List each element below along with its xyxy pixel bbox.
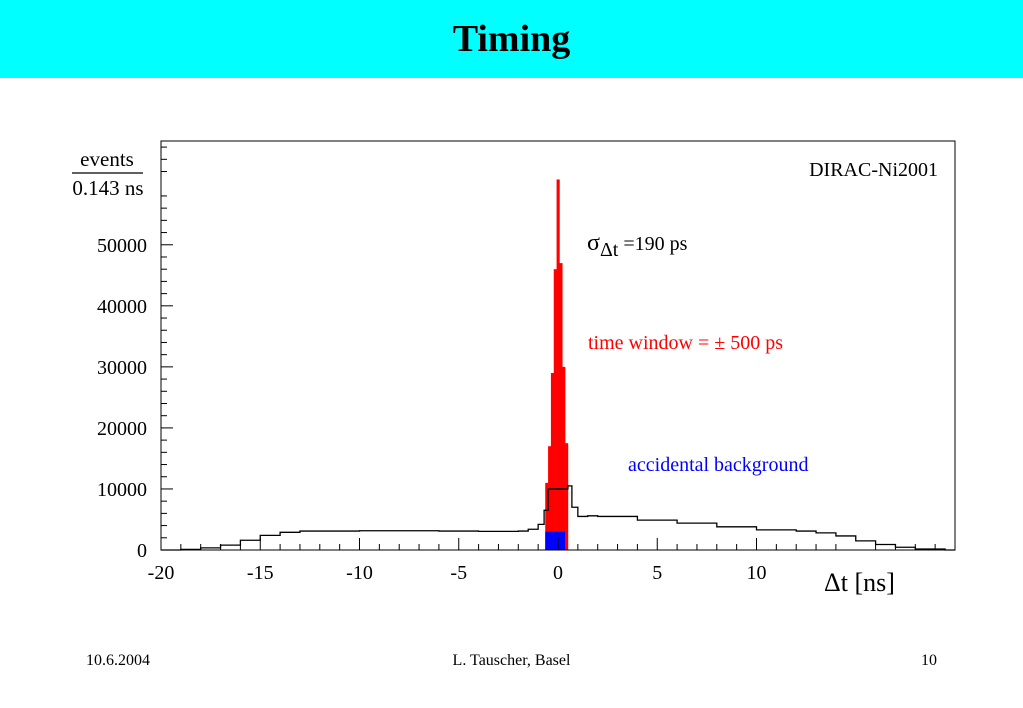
title-bar: Timing xyxy=(0,0,1023,78)
x-label-rest: t [ns] xyxy=(841,568,895,597)
time-window-bin-1 xyxy=(548,446,552,550)
histogram-marks xyxy=(161,179,955,551)
time-window-bin-2 xyxy=(550,372,555,550)
sigma-symbol: σ xyxy=(587,230,600,256)
x-tick-label: 10 xyxy=(747,562,767,584)
time-window-bin-3 xyxy=(553,269,557,550)
sigma-subscript: Δt xyxy=(600,239,619,261)
footer-date: 10.6.2004 xyxy=(86,652,150,669)
accidental-background-annotation: accidental background xyxy=(628,454,808,476)
y-tick-label: 40000 xyxy=(97,296,147,318)
y-label-denominator: 0.143 ns xyxy=(72,176,143,200)
x-tick-label: 5 xyxy=(652,562,662,584)
y-tick-label: 0 xyxy=(137,540,147,562)
time-window-bin-4 xyxy=(556,179,560,551)
y-tick-label: 20000 xyxy=(97,418,147,440)
y-axis-ticks: 0 10000 20000 30000 40000 50000 xyxy=(97,146,173,562)
slide-title: Timing xyxy=(452,18,571,60)
sigma-value: =190 ps xyxy=(618,233,687,255)
time-window-bin-5 xyxy=(559,263,563,550)
time-window-bin-6 xyxy=(562,366,566,550)
y-tick-label: 30000 xyxy=(97,357,147,379)
x-tick-label: -10 xyxy=(346,562,373,584)
x-axis-label: Δt [ns] xyxy=(824,568,895,597)
x-tick-label: -15 xyxy=(247,562,274,584)
sigma-annotation: σΔt =190 ps xyxy=(587,230,688,261)
y-label-numerator: events xyxy=(80,147,134,171)
x-label-delta: Δ xyxy=(824,568,841,597)
time-window-annotation: time window = ± 500 ps xyxy=(588,332,783,354)
y-tick-label: 50000 xyxy=(97,235,147,257)
time-window-bin-7 xyxy=(565,443,569,550)
time-window-bin-0 xyxy=(545,482,549,550)
footer-author: L. Tauscher, Basel xyxy=(452,652,571,669)
dataset-label: DIRAC-Ni2001 xyxy=(809,159,938,181)
x-tick-label: -5 xyxy=(450,562,467,584)
footer-page-number: 10 xyxy=(921,652,937,669)
x-axis-ticks: -20 -15 -10 -5 0 5 10 xyxy=(148,538,936,584)
histogram-envelope xyxy=(161,485,955,551)
x-tick-label: 0 xyxy=(553,562,563,584)
x-tick-label: -20 xyxy=(148,562,175,584)
y-tick-label: 10000 xyxy=(97,479,147,501)
accidental-background-band xyxy=(545,531,566,550)
